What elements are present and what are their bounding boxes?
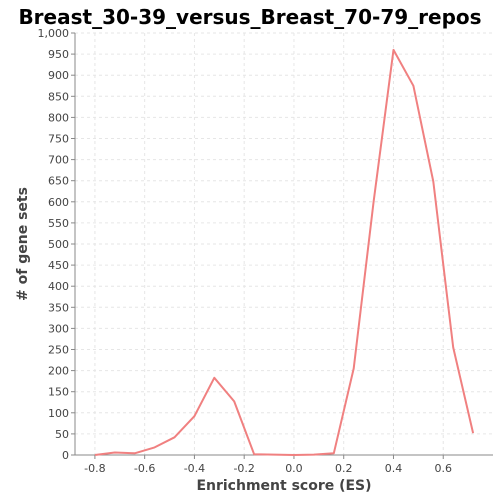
y-tick-label: 50 bbox=[55, 428, 69, 441]
grid bbox=[75, 32, 493, 456]
y-tick-label: 700 bbox=[48, 154, 69, 167]
y-tick-label: 400 bbox=[48, 280, 69, 293]
y-tick-label: 300 bbox=[48, 322, 69, 335]
x-tick-label: -0.6 bbox=[134, 462, 155, 475]
axes: 0 50 100 150 200 250 300 350 400 450 500 550 600 650 7… bbox=[38, 27, 493, 475]
x-tick-label: 0.2 bbox=[335, 462, 353, 475]
series-line bbox=[94, 48, 475, 456]
x-tick-label: 0.0 bbox=[285, 462, 303, 475]
x-axis-label: Enrichment score (ES) bbox=[196, 478, 371, 494]
y-tick-label: 850 bbox=[48, 90, 69, 103]
y-tick-label: 950 bbox=[48, 48, 69, 61]
series-layer bbox=[94, 48, 475, 456]
y-tick-label: 600 bbox=[48, 196, 69, 209]
y-tick-label: 750 bbox=[48, 133, 69, 146]
y-tick-label: 650 bbox=[48, 175, 69, 188]
y-tick-label: 350 bbox=[48, 301, 69, 314]
y-tick-label: 800 bbox=[48, 111, 69, 124]
y-tick-label: 500 bbox=[48, 238, 69, 251]
chart-title: Breast_30-39_versus_Breast_70-79_repos bbox=[18, 5, 481, 29]
x-tick-label: 0.4 bbox=[385, 462, 403, 475]
x-tick-label: 0.6 bbox=[434, 462, 452, 475]
x-tick-label: -0.2 bbox=[233, 462, 254, 475]
y-tick-label: 100 bbox=[48, 407, 69, 420]
y-tick-label: 0 bbox=[62, 449, 69, 462]
y-tick-label: 250 bbox=[48, 344, 69, 357]
y-tick-label: 150 bbox=[48, 386, 69, 399]
y-axis-label: # of gene sets bbox=[15, 187, 31, 301]
y-tick-label: 200 bbox=[48, 365, 69, 378]
y-tick-label: 450 bbox=[48, 259, 69, 272]
x-tick-label: -0.4 bbox=[184, 462, 205, 475]
y-tick-label: 1,000 bbox=[38, 27, 70, 40]
y-tick-label: 900 bbox=[48, 69, 69, 82]
x-tick-label: -0.8 bbox=[84, 462, 105, 475]
y-tick-label: 550 bbox=[48, 217, 69, 230]
